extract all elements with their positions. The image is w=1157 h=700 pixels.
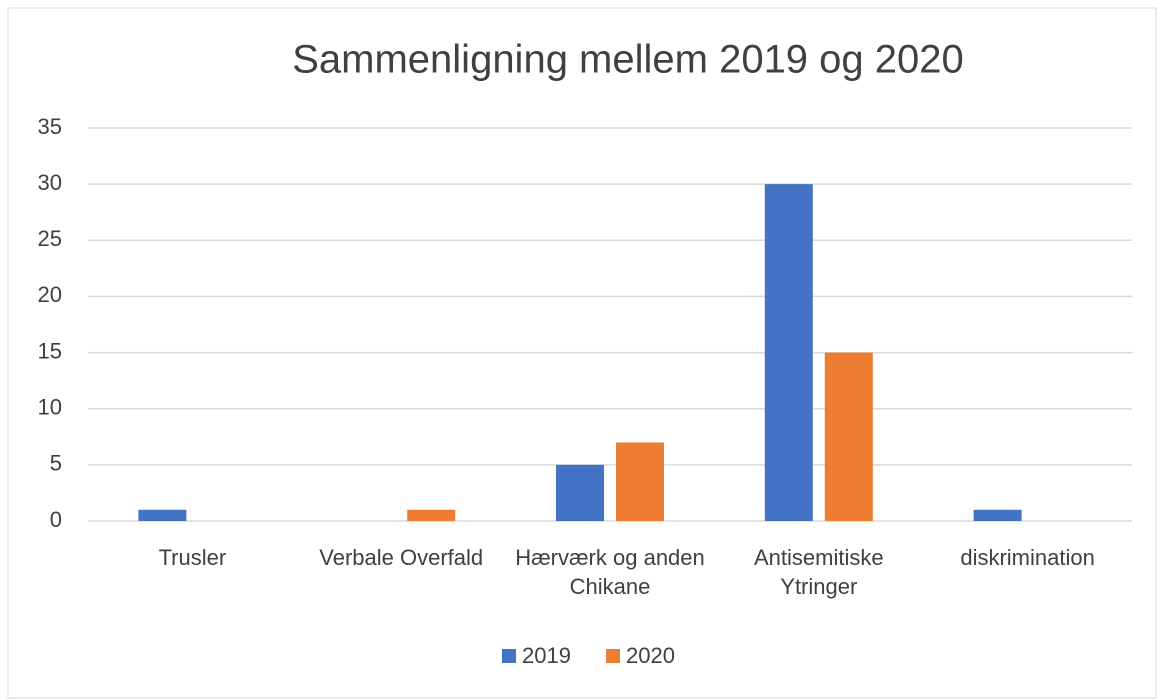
legend-swatch [606,649,620,663]
x-tick-label: Antisemitiske Ytringer [754,545,884,599]
legend-label: 2019 [522,643,571,668]
y-tick-label: 15 [38,338,62,363]
y-tick-label: 0 [50,507,62,532]
y-tick-label: 35 [38,114,62,139]
x-tick-label: diskrimination [960,545,1095,570]
bar [616,442,664,521]
bar [556,464,604,521]
legend-label: 2020 [626,643,675,668]
bar [138,509,187,521]
x-tick-label: Hærværk og anden Chikane [515,545,705,599]
bar [407,509,456,521]
y-tick-label: 25 [38,226,62,251]
y-tick-label: 20 [38,282,62,307]
bar [973,509,1022,521]
bar [824,352,873,521]
y-tick-label: 5 [50,451,62,476]
chart-title: Sammenligning mellem 2019 og 2020 [292,38,964,82]
x-tick-label: Trusler [158,545,227,570]
y-tick-label: 30 [38,170,62,195]
y-tick-label: 10 [38,395,62,420]
legend-swatch [502,649,516,663]
bar [764,184,813,521]
x-tick-label: Verbale Overfald [319,545,484,570]
